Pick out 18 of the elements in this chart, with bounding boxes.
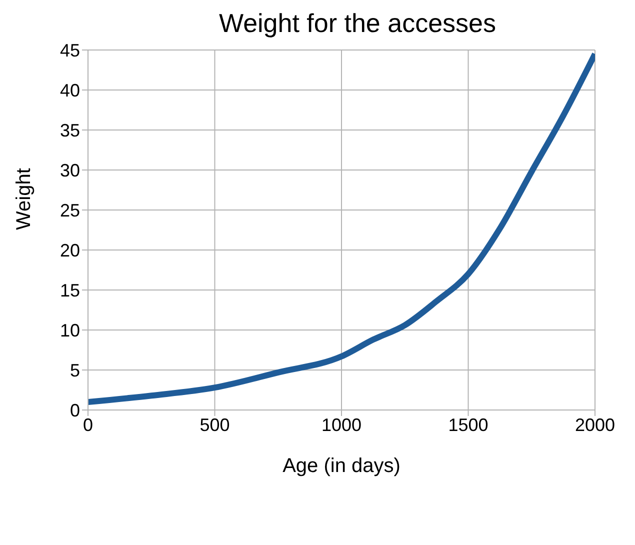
x-tick-label: 1500	[448, 414, 488, 435]
x-tick-label: 500	[200, 414, 230, 435]
chart-title: Weight for the accesses	[218, 8, 497, 40]
y-tick-label: 5	[70, 360, 80, 380]
y-tick-label: 45	[60, 40, 80, 60]
y-tick-label: 25	[60, 200, 80, 220]
x-tick-label: 0	[82, 414, 94, 435]
y-tick-label: 10	[60, 320, 80, 340]
y-tick-label: 35	[60, 120, 80, 140]
y-tick-label: 20	[60, 240, 80, 260]
y-axis-title: Weight	[13, 168, 36, 230]
y-tick-label: 0	[70, 400, 80, 420]
x-axis-title: Age (in days)	[282, 455, 400, 477]
y-tick-label: 40	[60, 80, 80, 100]
y-tick-label: 30	[60, 160, 80, 180]
x-tick-label: 2000	[574, 414, 616, 435]
x-tick-label: 1000	[321, 414, 362, 435]
y-tick-label: 15	[60, 280, 80, 300]
